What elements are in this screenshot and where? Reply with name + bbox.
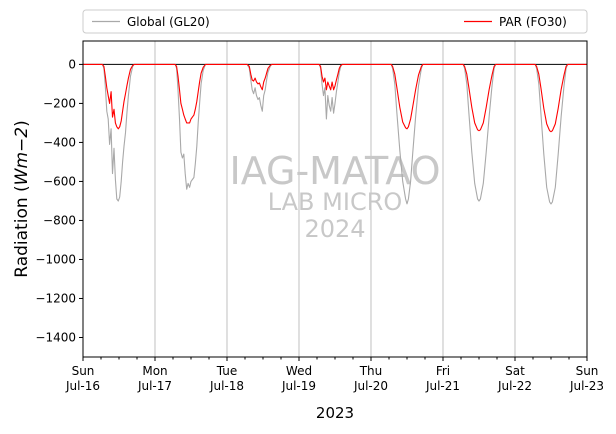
watermark: IAG-MATAO LAB MICRO 2024 — [229, 149, 440, 243]
x-tick-label-weekday: Fri — [436, 364, 450, 378]
watermark-line-3: 2024 — [304, 215, 365, 243]
y-tick-label: −800 — [43, 213, 76, 227]
x-tick-label-date: Jul-22 — [497, 379, 532, 393]
y-axis-title-suffix: ) — [12, 120, 32, 127]
x-tick-label-date: Jul-23 — [569, 379, 604, 393]
y-tick-label: −400 — [43, 135, 76, 149]
x-tick-label-weekday: Thu — [359, 364, 383, 378]
x-tick-label-weekday: Sun — [576, 364, 599, 378]
legend-frame — [82, 9, 588, 34]
y-axis-title-prefix: Radiation ( — [12, 185, 32, 277]
x-tick-label-date: Jul-18 — [209, 379, 244, 393]
legend: Global (GL20) PAR (FO30) — [82, 9, 588, 34]
plot-background — [83, 41, 587, 357]
x-tick-label-weekday: Sat — [505, 364, 525, 378]
series-line-par — [83, 63, 587, 133]
x-axis-title: 2023 — [316, 404, 354, 422]
y-axis-title-unit: Wm−2 — [12, 127, 32, 185]
vertical-grid — [154, 41, 516, 357]
y-tick-label: 0 — [68, 57, 76, 71]
legend-label-global: Global (GL20) — [127, 15, 210, 29]
y-tick-label: −200 — [43, 96, 76, 110]
x-tick-label-weekday: Tue — [216, 364, 238, 378]
y-axis: 0 −200 −400 −600 −800 −1000 −1200 −1400 — [35, 57, 83, 344]
x-tick-label-weekday: Sun — [72, 364, 95, 378]
x-tick-label-weekday: Mon — [142, 364, 167, 378]
y-tick-label: −1000 — [35, 252, 76, 266]
legend-label-par: PAR (FO30) — [499, 15, 567, 29]
x-tick-label-date: Jul-21 — [425, 379, 460, 393]
series-layer — [83, 63, 587, 205]
y-axis-title: Radiation (Wm−2) — [12, 120, 32, 277]
x-tick-label-date: Jul-16 — [65, 379, 100, 393]
watermark-line-2: LAB MICRO — [268, 188, 403, 216]
watermark-line-1: IAG-MATAO — [229, 149, 440, 193]
x-tick-label-date: Jul-20 — [353, 379, 388, 393]
x-tick-label-weekday: Wed — [286, 364, 312, 378]
x-tick-label-date: Jul-19 — [281, 379, 316, 393]
y-tick-label: −600 — [43, 174, 76, 188]
y-tick-label: −1400 — [35, 330, 76, 344]
plot-area: IAG-MATAO LAB MICRO 2024 — [82, 40, 588, 358]
x-axis: SunJul-16MonJul-17TueJul-18WedJul-19ThuJ… — [65, 357, 604, 393]
x-tick-label-date: Jul-17 — [137, 379, 172, 393]
y-tick-label: −1200 — [35, 291, 76, 305]
